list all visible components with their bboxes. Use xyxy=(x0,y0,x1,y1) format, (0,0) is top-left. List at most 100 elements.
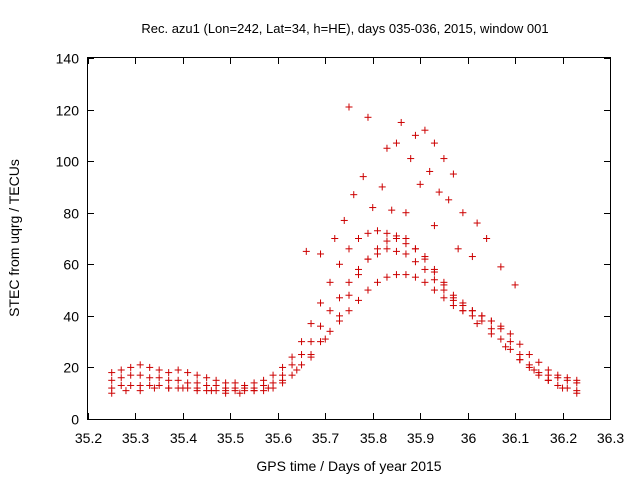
data-point xyxy=(321,335,329,343)
data-point xyxy=(155,366,163,374)
data-point xyxy=(449,170,457,178)
data-point xyxy=(421,278,429,286)
data-point xyxy=(525,351,533,359)
data-point xyxy=(136,371,144,379)
data-point xyxy=(150,384,158,392)
data-point xyxy=(345,103,353,111)
data-point xyxy=(459,307,467,315)
data-point xyxy=(530,366,538,374)
x-tick-label: 35.6 xyxy=(265,430,292,446)
data-point xyxy=(307,320,315,328)
data-point xyxy=(416,180,424,188)
data-point xyxy=(563,374,571,382)
data-point xyxy=(174,376,182,384)
data-point xyxy=(445,196,453,204)
data-point xyxy=(397,118,405,126)
data-point xyxy=(430,139,438,147)
data-point xyxy=(426,167,434,175)
data-point xyxy=(155,381,163,389)
data-point xyxy=(317,338,325,346)
data-point xyxy=(392,235,400,242)
data-point xyxy=(108,369,116,377)
data-point xyxy=(193,387,201,395)
x-tick-label: 36.2 xyxy=(550,430,577,446)
data-point xyxy=(364,113,372,121)
data-point xyxy=(364,255,372,263)
chart-title: Rec. azu1 (Lon=242, Lat=34, h=HE), days … xyxy=(141,21,548,36)
data-point xyxy=(155,374,163,382)
data-point xyxy=(573,376,581,384)
data-point xyxy=(336,260,344,268)
data-point xyxy=(165,376,173,384)
series-3 xyxy=(108,271,581,395)
data-point xyxy=(136,361,144,369)
data-point xyxy=(373,227,381,235)
data-point xyxy=(511,281,519,289)
x-tick-label: 36 xyxy=(461,430,477,446)
x-axis: 35.2 35.3 35.4 35.5 35.6 35.7 35.8 35.9 36 36.1 36… xyxy=(75,58,624,446)
data-point xyxy=(383,144,391,152)
data-point xyxy=(302,247,310,255)
data-point xyxy=(468,312,476,320)
data-point xyxy=(184,369,192,377)
y-tick-label: 20 xyxy=(63,360,79,376)
series-4 xyxy=(108,235,581,397)
data-point xyxy=(326,278,334,286)
data-point xyxy=(407,155,415,163)
data-point xyxy=(506,330,514,338)
data-point xyxy=(544,376,552,384)
data-point xyxy=(136,387,144,395)
data-point xyxy=(440,294,448,302)
data-point xyxy=(345,291,353,299)
data-point xyxy=(525,363,533,371)
data-point xyxy=(117,374,125,382)
data-point xyxy=(117,366,125,374)
data-point xyxy=(392,139,400,147)
data-point xyxy=(430,265,438,273)
data-point xyxy=(440,286,448,294)
data-point xyxy=(345,278,353,286)
data-point xyxy=(402,209,410,217)
data-point xyxy=(288,371,296,379)
data-point xyxy=(373,245,381,253)
data-point xyxy=(165,384,173,392)
data-point xyxy=(264,384,272,392)
data-point xyxy=(222,389,230,397)
data-point xyxy=(411,245,419,253)
data-point xyxy=(440,278,448,286)
data-point xyxy=(435,188,443,196)
data-point xyxy=(383,273,391,281)
y-axis-label: STEC from uqrg / TECUs xyxy=(6,159,22,317)
data-point xyxy=(307,353,315,361)
data-point xyxy=(354,271,362,279)
data-point xyxy=(473,320,481,328)
data-point xyxy=(421,265,429,273)
data-point xyxy=(373,278,381,286)
data-point xyxy=(402,271,410,279)
data-point xyxy=(554,371,562,379)
data-point xyxy=(411,258,419,266)
data-point xyxy=(326,327,334,335)
data-point xyxy=(288,353,296,361)
data-point xyxy=(174,366,182,374)
series-1 xyxy=(108,227,581,389)
data-point xyxy=(317,299,325,307)
data-point xyxy=(298,351,306,359)
data-point xyxy=(421,253,429,261)
data-point xyxy=(411,273,419,281)
data-point xyxy=(506,338,514,346)
x-tick-label: 35.2 xyxy=(75,430,102,446)
data-point xyxy=(544,366,552,374)
data-point xyxy=(449,294,457,302)
x-tick-label: 35.8 xyxy=(360,430,387,446)
data-point xyxy=(317,322,325,330)
data-point xyxy=(127,381,135,389)
data-point xyxy=(383,229,391,237)
data-point xyxy=(336,312,344,320)
data-point xyxy=(383,237,391,245)
y-axis: 0 20 40 60 80 100 120 140 xyxy=(56,51,610,428)
data-point xyxy=(483,235,491,242)
data-point xyxy=(122,387,130,395)
y-tick-label: 140 xyxy=(56,51,80,67)
data-point xyxy=(165,369,173,377)
